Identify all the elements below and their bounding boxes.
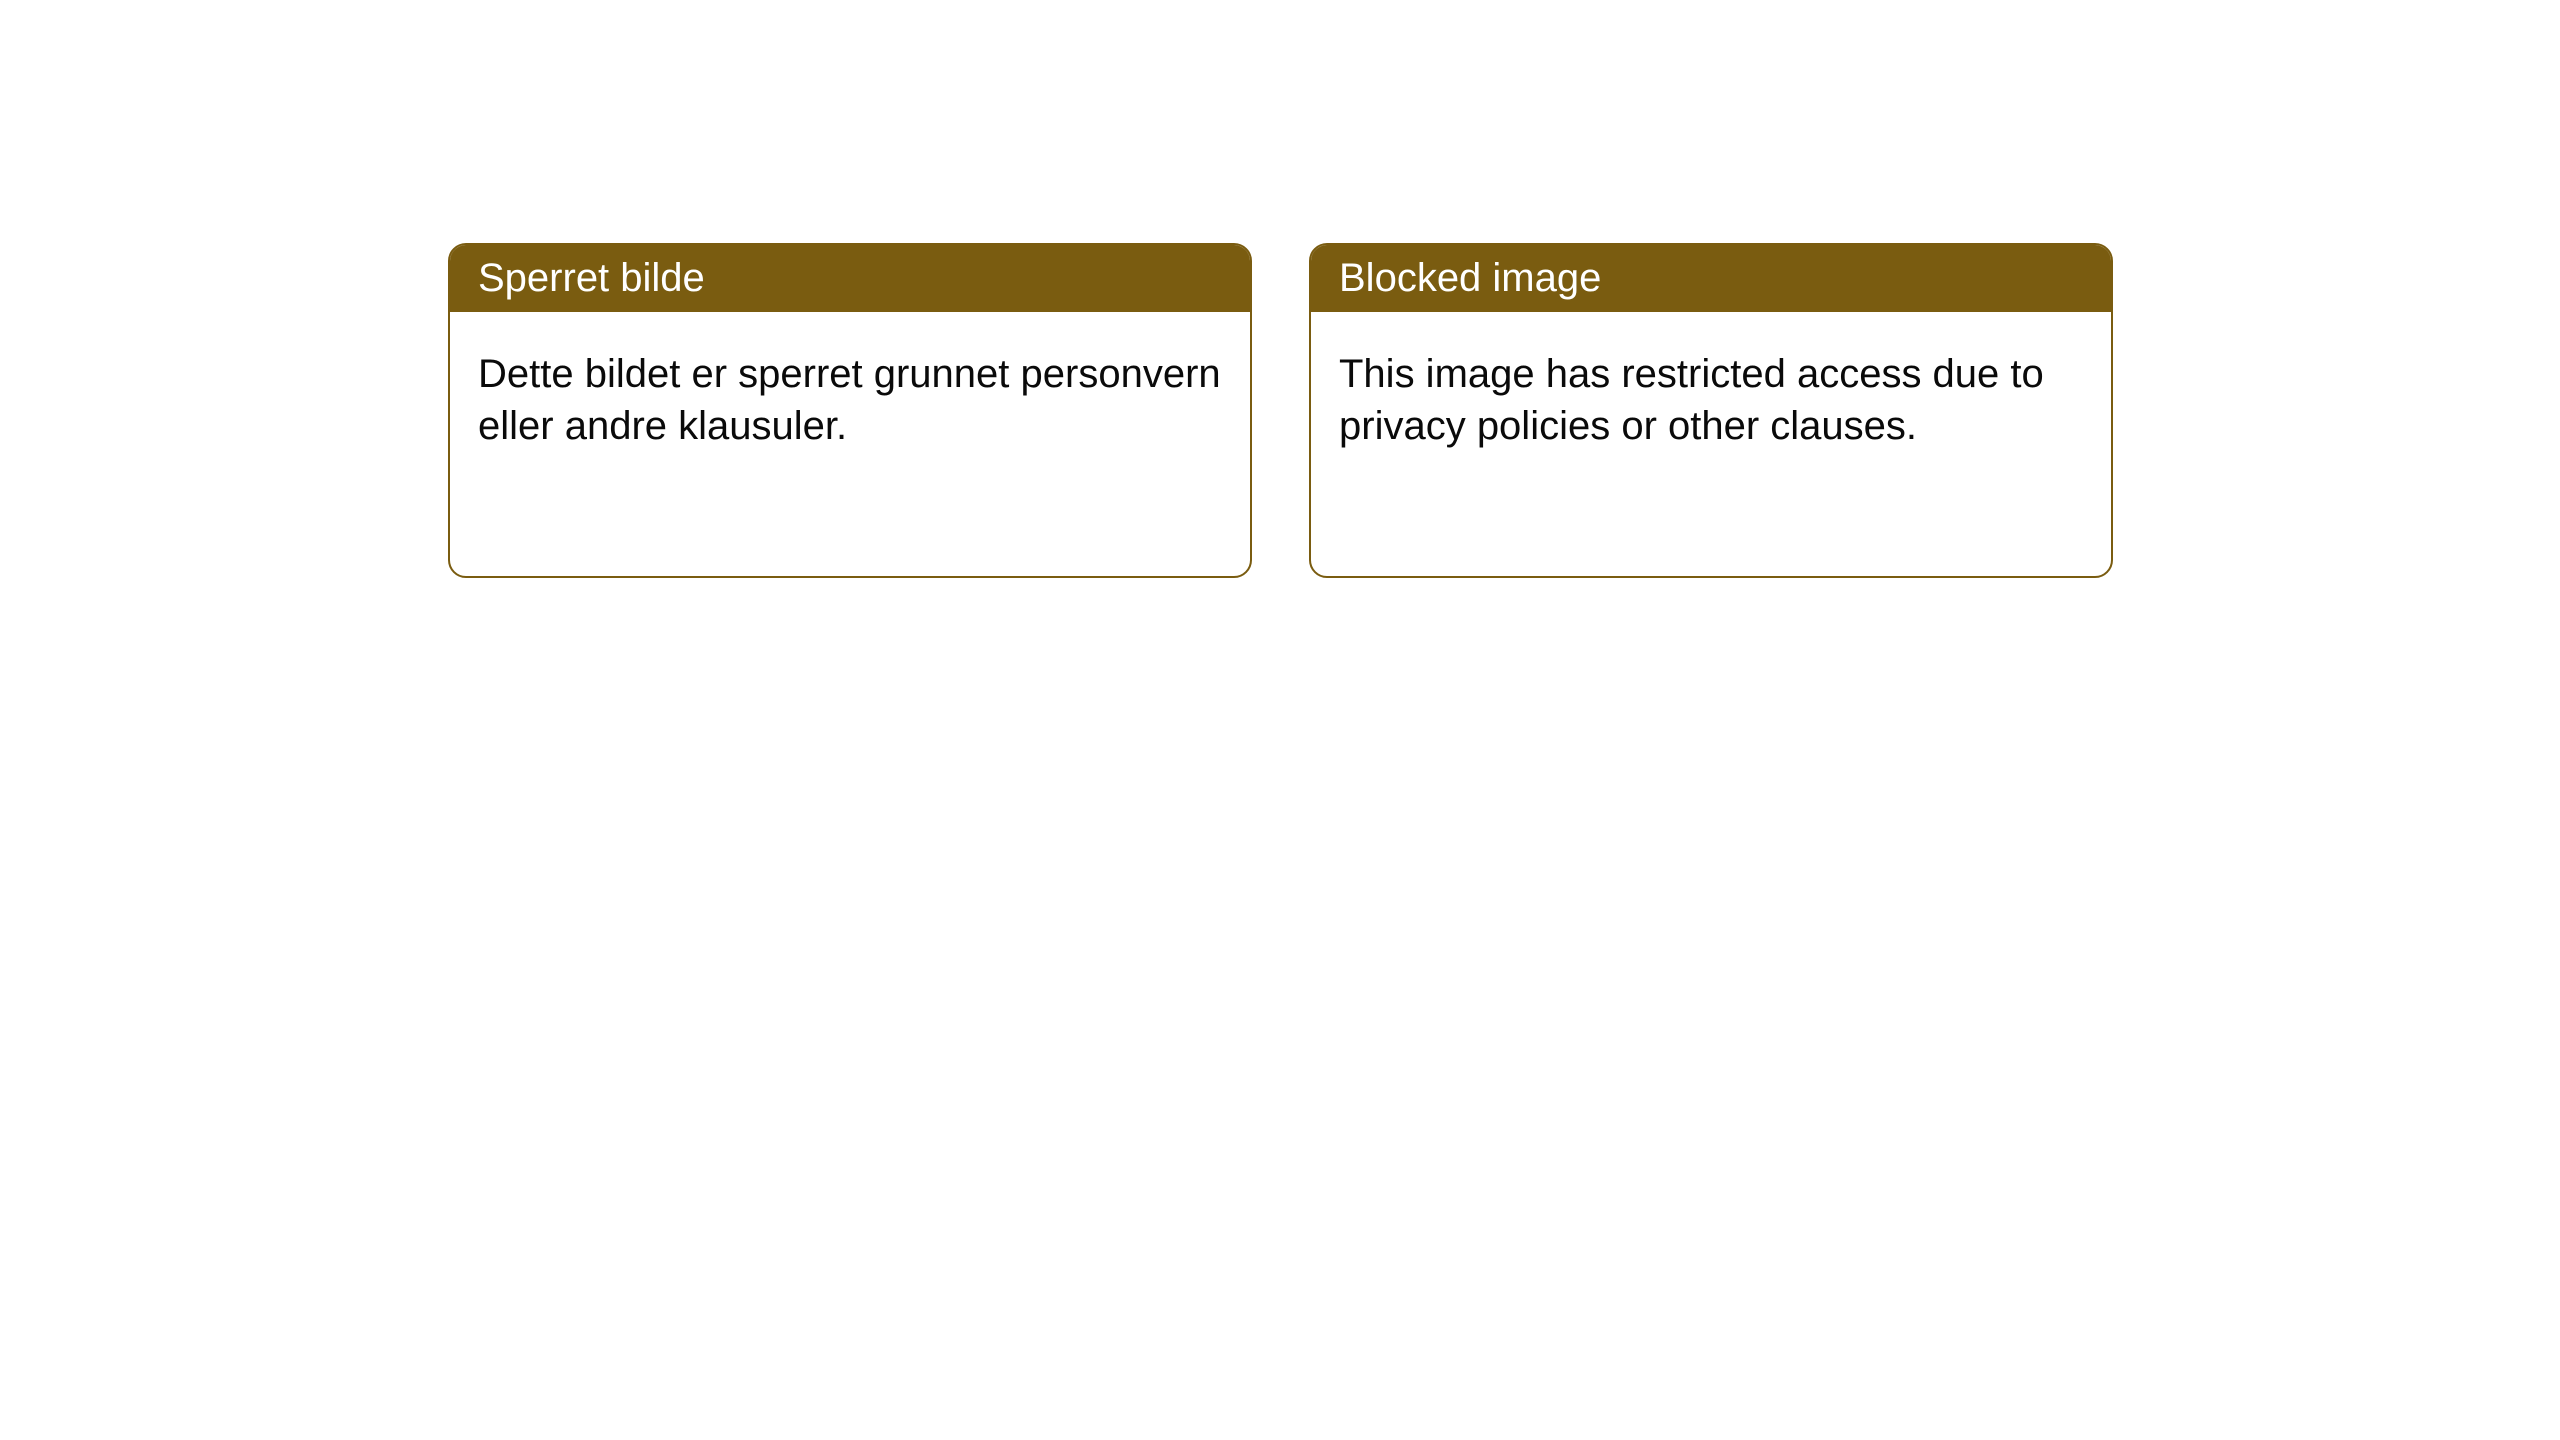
notice-card-norwegian: Sperret bilde Dette bildet er sperret gr… (448, 243, 1252, 578)
notice-header: Sperret bilde (450, 245, 1250, 312)
notice-body: Dette bildet er sperret grunnet personve… (450, 312, 1250, 488)
notice-body: This image has restricted access due to … (1311, 312, 2111, 488)
notice-header: Blocked image (1311, 245, 2111, 312)
notice-card-english: Blocked image This image has restricted … (1309, 243, 2113, 578)
notice-container: Sperret bilde Dette bildet er sperret gr… (448, 243, 2113, 578)
